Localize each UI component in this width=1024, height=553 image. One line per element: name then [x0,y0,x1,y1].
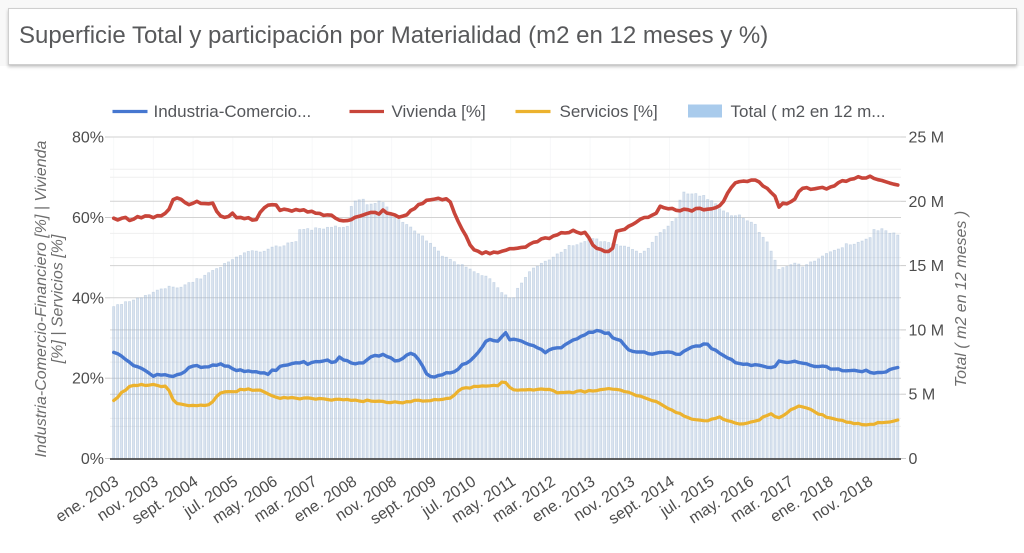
svg-text:80%: 80% [72,130,104,147]
svg-text:0%: 0% [81,451,104,468]
svg-text:[%] | Servicios [%]: [%] | Servicios [%] [50,234,67,364]
svg-text:Total ( m2 en 12 m...: Total ( m2 en 12 m... [731,102,886,121]
svg-text:20%: 20% [72,371,104,388]
svg-text:25 M: 25 M [909,130,945,147]
svg-text:5 M: 5 M [909,387,936,404]
svg-text:20 M: 20 M [909,194,945,211]
svg-text:10 M: 10 M [909,322,945,339]
svg-text:Total ( m2 en 12 meses ): Total ( m2 en 12 meses ) [953,211,970,387]
svg-text:40%: 40% [72,290,104,307]
svg-text:Servicios [%]: Servicios [%] [560,102,658,121]
svg-text:Vivienda [%]: Vivienda [%] [392,102,486,121]
svg-text:Industria-Comercio...: Industria-Comercio... [154,102,312,121]
svg-text:15 M: 15 M [909,258,945,275]
svg-text:Industria-Comercio-Financiero: Industria-Comercio-Financiero [%] | Vivi… [33,140,50,457]
svg-text:60%: 60% [72,210,104,227]
svg-text:0: 0 [909,451,918,468]
